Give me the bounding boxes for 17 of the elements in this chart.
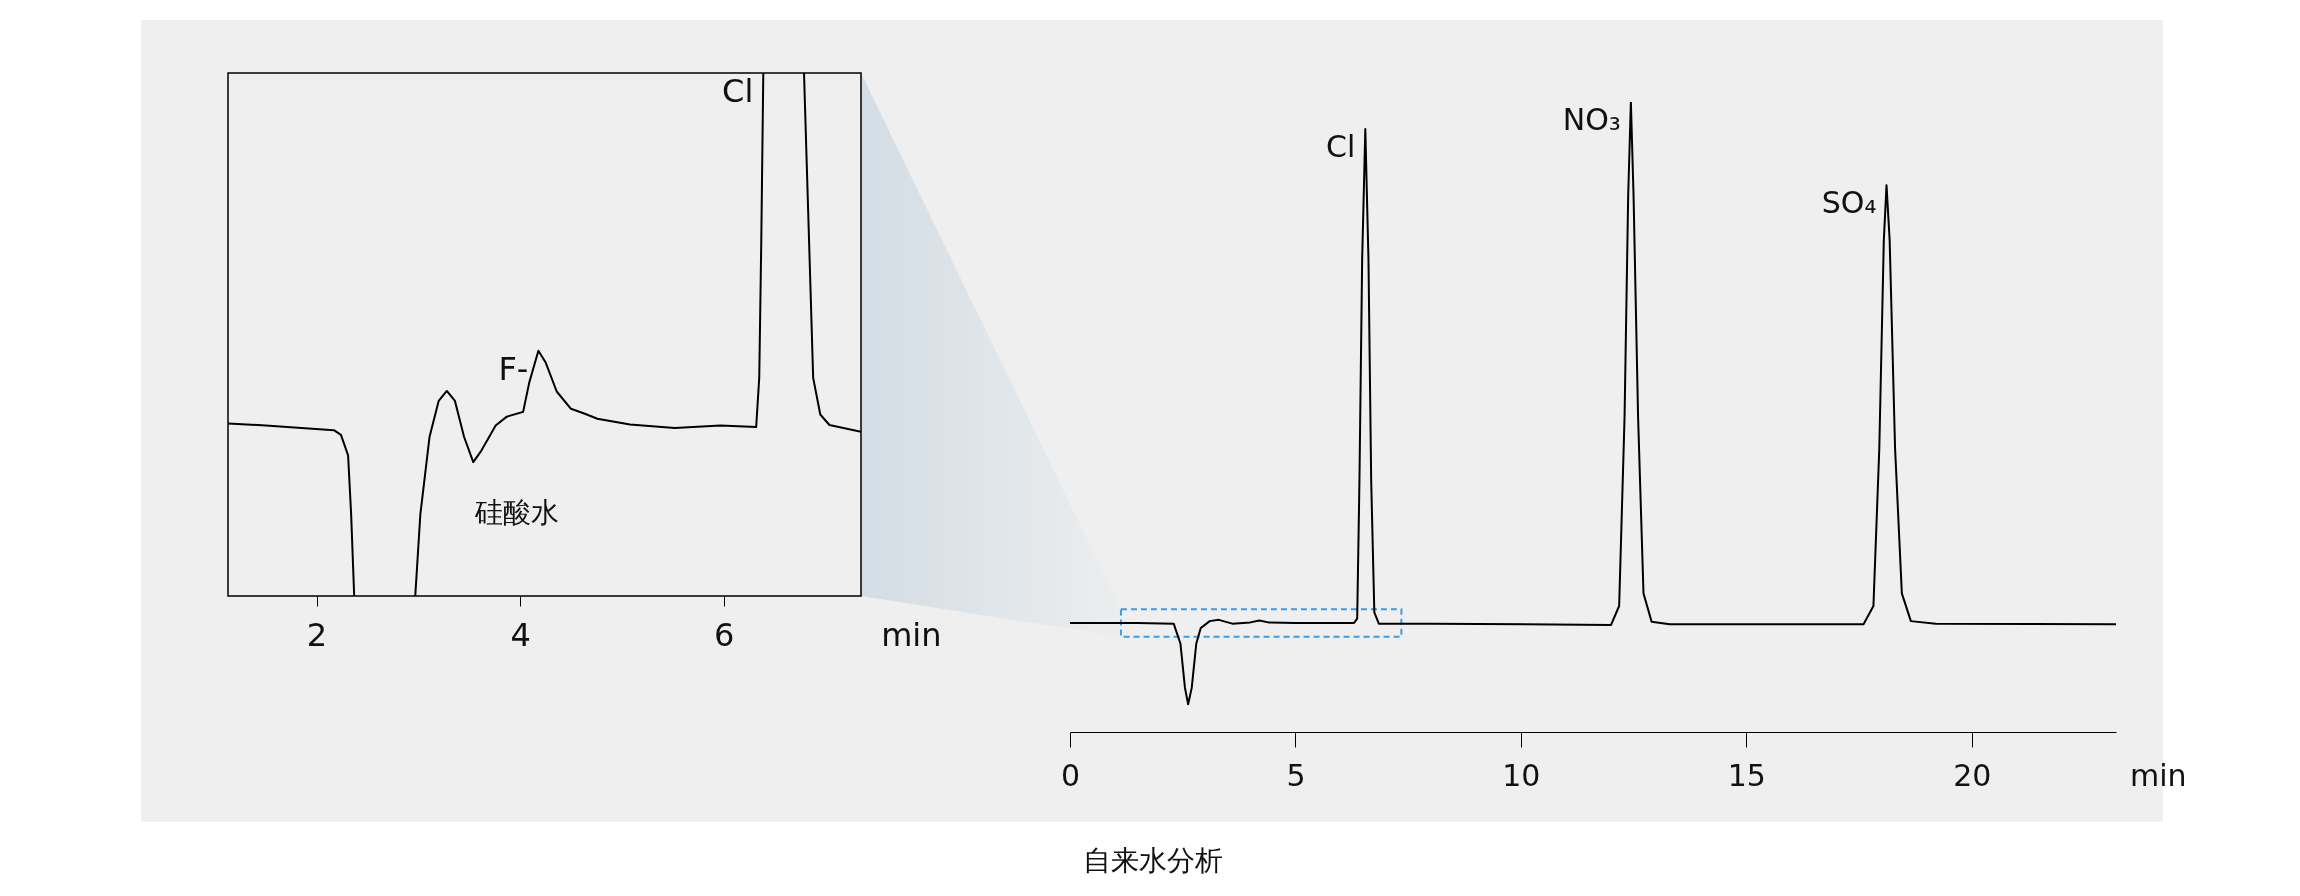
- annotation: Cl: [722, 72, 754, 110]
- x-axis-title: min: [2129, 757, 2187, 793]
- annotation: Cl: [1326, 129, 1356, 165]
- annotation: NO₃: [1562, 102, 1621, 137]
- x-tick-label: 15: [1727, 757, 1766, 793]
- annotation: SO₄: [1821, 185, 1877, 221]
- text: 自来水分析: [1082, 843, 1224, 879]
- x-tick-label: 20: [1953, 757, 1992, 793]
- x-tick-label: 2: [306, 615, 328, 654]
- x-tick-label: 10: [1502, 757, 1541, 793]
- x-tick-label: 5: [1286, 757, 1306, 793]
- annotation: F-: [498, 349, 529, 388]
- annotation: 硅酸水: [474, 496, 559, 529]
- x-tick-label: 0: [1060, 757, 1081, 793]
- x-tick-label: 6: [713, 615, 735, 654]
- x-tick-label: 4: [510, 615, 531, 654]
- x-axis-title: min: [881, 615, 942, 654]
